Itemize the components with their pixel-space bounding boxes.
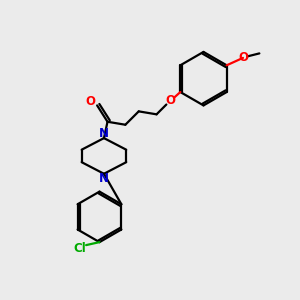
Text: Cl: Cl [74,242,86,255]
Text: N: N [99,127,109,140]
Text: O: O [85,95,96,108]
Text: O: O [238,51,249,64]
Text: N: N [99,172,109,185]
Text: O: O [165,94,175,107]
